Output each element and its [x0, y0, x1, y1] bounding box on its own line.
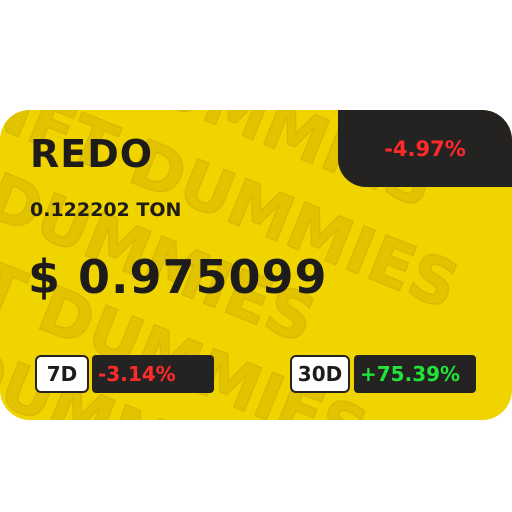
period-label: 30D: [290, 355, 350, 393]
period-label: 7D: [35, 355, 89, 393]
usd-price: $ 0.975099: [28, 250, 328, 304]
change-24h: -4.97%: [384, 136, 466, 161]
ton-price: 0.122202 TON: [30, 199, 182, 221]
price-card: NFT DUMMIES NFT DUMMIES NFT DUMMIES NFT …: [0, 110, 512, 420]
period-change: +75.39%: [354, 355, 476, 393]
period-change: -3.14%: [92, 355, 214, 393]
token-name: REDO: [30, 132, 154, 176]
change-badge: -4.97%: [338, 110, 512, 187]
